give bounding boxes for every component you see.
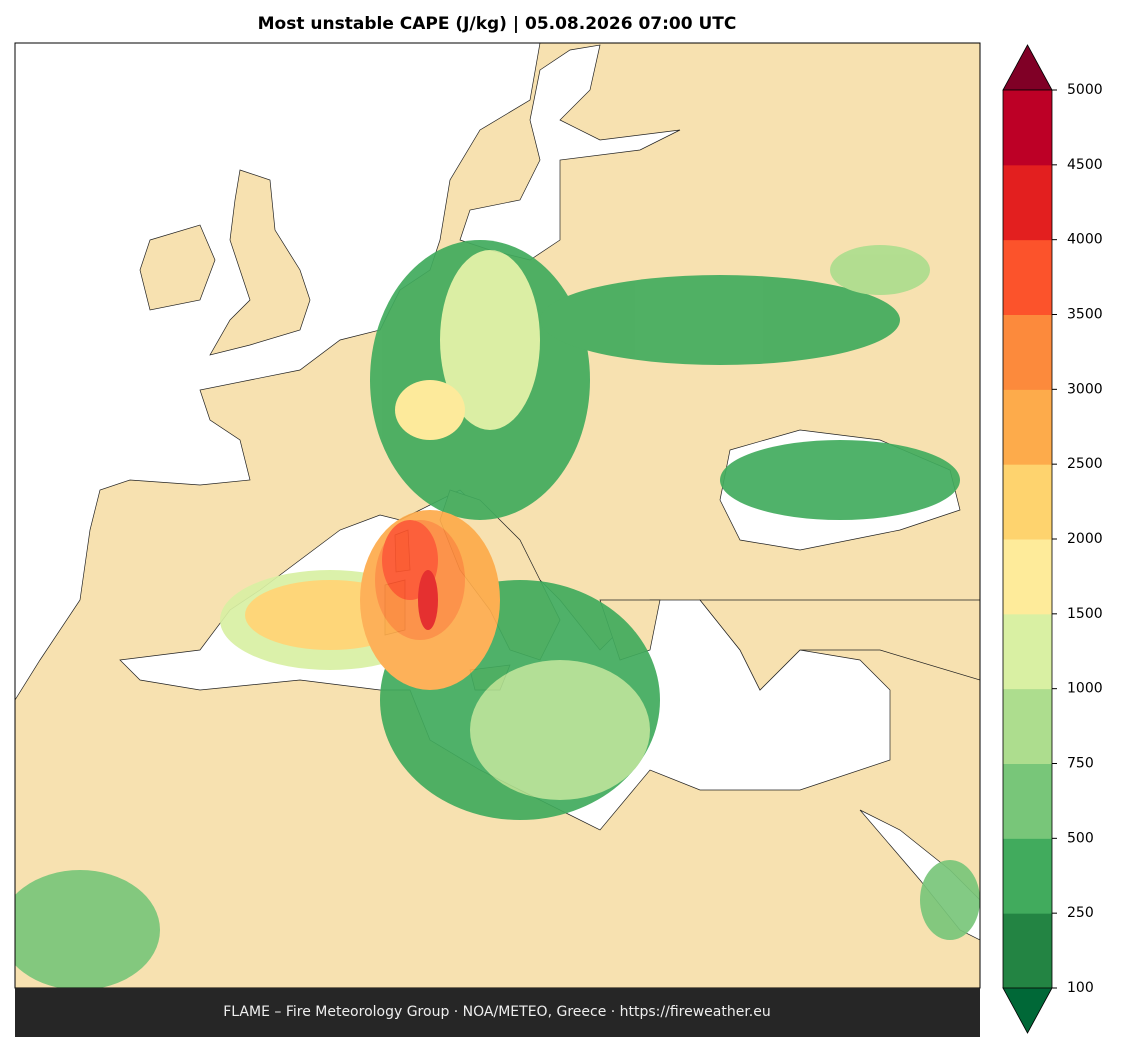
colorbar-bin bbox=[1003, 389, 1052, 465]
colorbar-bin bbox=[1003, 464, 1052, 540]
footer-bar bbox=[15, 988, 980, 1037]
colorbar-bin bbox=[1003, 239, 1052, 315]
colorbar-bin bbox=[1003, 913, 1052, 989]
colorbar-bin bbox=[1003, 613, 1052, 690]
cape-area bbox=[15, 870, 160, 988]
colorbar-bin bbox=[1003, 164, 1052, 241]
colorbar-bin bbox=[1003, 838, 1052, 914]
colorbar-tick-label: 4500 bbox=[1067, 157, 1103, 173]
colorbar-under bbox=[1002, 987, 1053, 1034]
colorbar-bin bbox=[1003, 90, 1052, 166]
colorbar-tick-label: 5000 bbox=[1067, 82, 1103, 98]
colorbar-tick-label: 250 bbox=[1067, 905, 1094, 921]
colorbar-bin bbox=[1003, 763, 1052, 839]
colorbar-tick-label: 750 bbox=[1067, 756, 1094, 772]
baltic bbox=[459, 44, 681, 261]
map-title: Most unstable CAPE (J/kg) | 05.08.2026 0… bbox=[258, 14, 737, 34]
cape-area bbox=[720, 440, 960, 520]
colorbar-bin bbox=[1003, 314, 1052, 390]
cape-area bbox=[440, 250, 540, 430]
colorbar-tick-label: 1000 bbox=[1067, 681, 1103, 697]
cape-area bbox=[920, 860, 980, 940]
colorbar-over bbox=[1002, 44, 1053, 91]
cape-area bbox=[395, 380, 465, 440]
britain bbox=[209, 169, 311, 356]
colorbar-bin bbox=[1003, 688, 1052, 764]
colorbar-tick-label: 3000 bbox=[1067, 381, 1103, 397]
colorbar: 100 250 500 750 1000 1500 2000 2500 3000 3500 4000… bbox=[1002, 44, 1103, 1034]
cape-area bbox=[470, 660, 650, 800]
cape-area bbox=[540, 275, 900, 365]
colorbar-bin bbox=[1003, 539, 1052, 615]
cape-area bbox=[830, 245, 930, 295]
map-panel bbox=[15, 43, 980, 988]
colorbar-tick-label: 1500 bbox=[1067, 606, 1103, 622]
colorbar-tick-label: 4000 bbox=[1067, 232, 1103, 248]
cape-area bbox=[418, 570, 438, 630]
colorbar-tick-label: 100 bbox=[1067, 980, 1094, 996]
ireland bbox=[139, 224, 216, 311]
atlantic bbox=[15, 43, 541, 701]
colorbar-tick-label: 3500 bbox=[1067, 307, 1103, 323]
cape-field bbox=[15, 240, 980, 988]
turkey bbox=[699, 599, 980, 691]
colorbar-tick-label: 500 bbox=[1067, 830, 1094, 846]
colorbar-tick-label: 2500 bbox=[1067, 456, 1103, 472]
colorbar-tick-label: 2000 bbox=[1067, 531, 1103, 547]
footer-text: FLAME – Fire Meteorology Group · NOA/MET… bbox=[223, 1004, 771, 1020]
